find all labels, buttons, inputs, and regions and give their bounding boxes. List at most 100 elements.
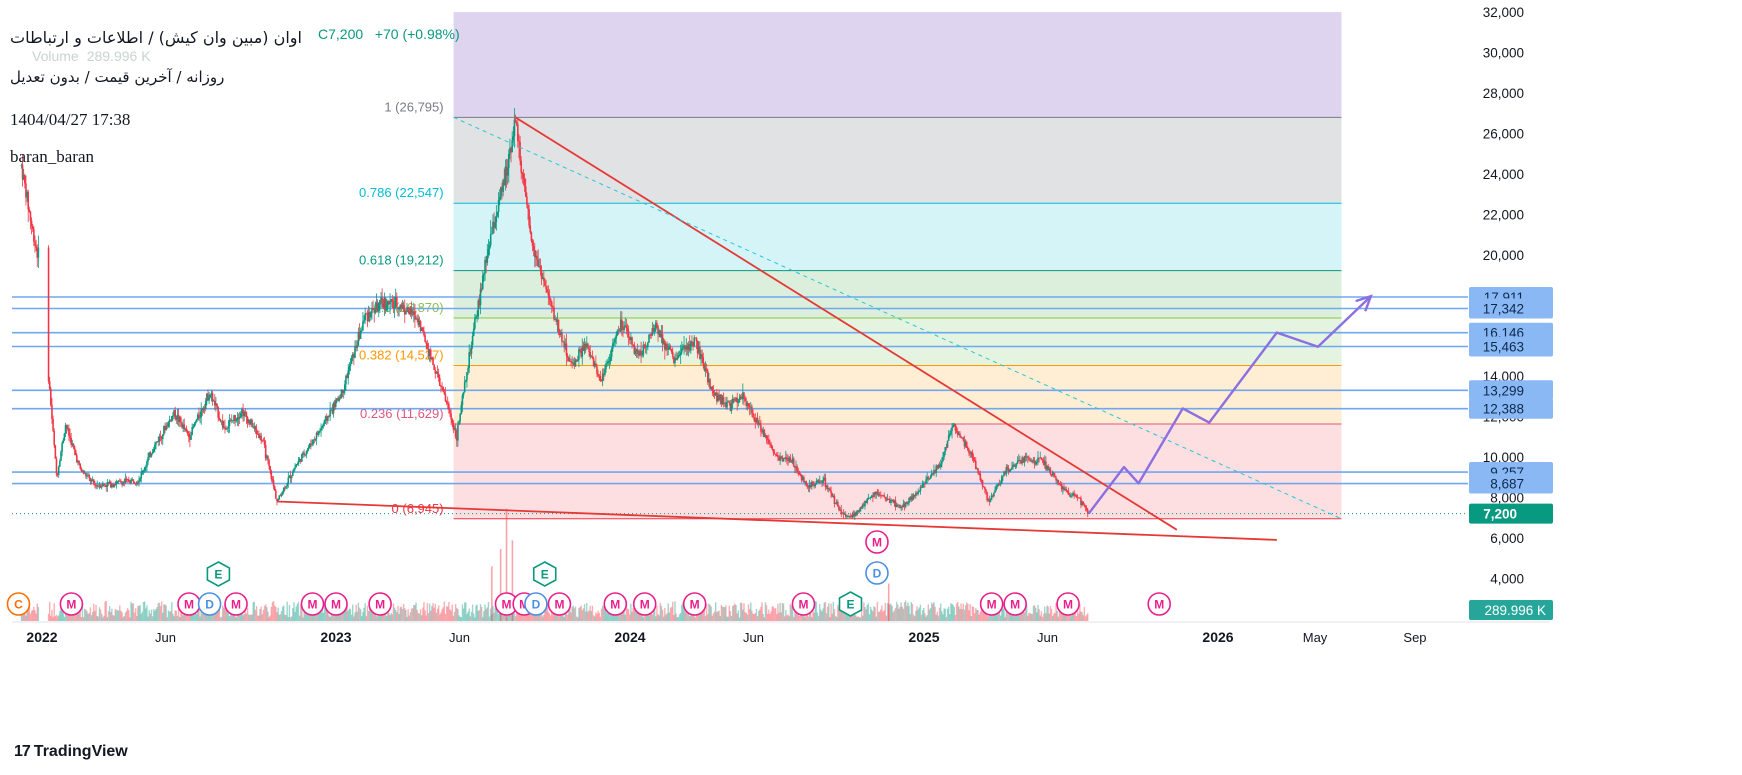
candle-body <box>21 164 24 180</box>
candle-body <box>1077 497 1080 499</box>
event-marker-d[interactable]: D <box>197 592 222 616</box>
candle-body <box>225 428 227 430</box>
event-marker-m[interactable]: M <box>979 592 1004 616</box>
fibonacci-retracement[interactable]: 0 (6,945)0.236 (11,629)0.382 (14,527)0.5… <box>359 12 1342 520</box>
volume-bar <box>234 613 236 621</box>
candle-body <box>972 457 975 460</box>
volume-bar <box>488 616 491 621</box>
candle-body <box>1007 468 1010 472</box>
event-marker-m[interactable]: M <box>547 592 572 616</box>
axes: 2022 Jun 2023 Jun 2024 Jun 2025 Jun 2026 May Sep4,… <box>12 5 1553 645</box>
event-marker-m[interactable]: M <box>59 592 84 616</box>
candle-body <box>264 444 267 459</box>
event-marker-m[interactable]: M <box>300 592 325 616</box>
volume-bar <box>695 612 698 621</box>
event-marker-m[interactable]: M <box>791 592 816 616</box>
dashed-trend-line[interactable] <box>453 116 1342 520</box>
candle-body <box>316 432 319 435</box>
horizontal-levels[interactable] <box>12 296 1468 515</box>
volume-bar <box>578 608 580 621</box>
candle-body <box>889 499 891 503</box>
candle-body <box>627 331 630 337</box>
event-marker-m[interactable]: M <box>1003 592 1027 616</box>
volume-bar <box>200 611 202 621</box>
event-marker-e[interactable]: E <box>206 561 231 587</box>
candle-body <box>226 428 229 430</box>
volume-bar <box>901 606 903 621</box>
candle-body <box>626 328 629 332</box>
volume-bar <box>547 611 550 621</box>
event-marker-m[interactable]: M <box>603 592 628 616</box>
event-marker-letter: D <box>873 567 882 581</box>
volume-bar <box>932 604 934 621</box>
candle-body <box>146 461 148 467</box>
event-marker-m[interactable]: M <box>865 530 889 554</box>
candle-body <box>77 461 79 463</box>
volume-bar <box>1036 612 1038 621</box>
volume-bar <box>106 617 109 621</box>
event-marker-m[interactable]: M <box>224 592 248 616</box>
event-marker-e[interactable]: E <box>838 591 863 617</box>
candle-body <box>294 467 296 469</box>
event-marker-m[interactable]: M <box>1056 592 1080 616</box>
candle-body <box>73 446 76 451</box>
candle-body <box>887 498 890 500</box>
candle-body <box>729 402 732 411</box>
drawings[interactable] <box>277 116 1373 541</box>
volume-bar <box>162 612 164 621</box>
candle-body <box>163 426 165 435</box>
candle-body <box>985 489 987 493</box>
volume-bar <box>1027 615 1029 621</box>
candle-body <box>160 436 163 440</box>
volume-bar <box>137 606 139 621</box>
event-marker-m[interactable]: M <box>632 592 657 616</box>
event-marker-c[interactable]: C <box>6 592 31 616</box>
candle-body <box>565 343 568 356</box>
volume-bar <box>98 607 101 621</box>
volume-bar <box>819 604 821 621</box>
candle-body <box>498 196 501 200</box>
event-marker-d[interactable]: D <box>865 561 889 585</box>
event-marker-e[interactable]: E <box>532 561 557 587</box>
event-marker-m[interactable]: M <box>177 592 201 616</box>
projection-path[interactable] <box>1087 295 1372 515</box>
candle-body <box>444 393 447 402</box>
event-marker-m[interactable]: M <box>682 592 707 616</box>
candle-body <box>518 140 520 142</box>
volume-bar <box>745 612 747 621</box>
candle-body <box>716 392 718 402</box>
volume-bar <box>73 614 76 621</box>
candle-body <box>54 445 57 459</box>
event-markers[interactable]: CMMDMMMMMMDMMMMMEMMMMEEMD <box>6 530 1171 617</box>
volume-bar <box>182 615 184 621</box>
candle-body <box>318 431 320 435</box>
candle-body <box>371 308 373 314</box>
candle-body <box>765 435 768 440</box>
volume-bar <box>29 613 32 621</box>
event-marker-d[interactable]: D <box>524 592 548 616</box>
trend-line[interactable] <box>277 500 1277 541</box>
volume-bar <box>430 610 432 621</box>
event-marker-m[interactable]: M <box>324 592 348 616</box>
trend-line[interactable] <box>514 116 1178 531</box>
candle-body <box>1067 491 1070 495</box>
event-marker-m[interactable]: M <box>368 592 392 616</box>
current-price-tag-label: 7,200 <box>1483 507 1517 522</box>
event-marker-shape <box>865 530 889 554</box>
candle-body <box>267 455 269 460</box>
candle-body <box>381 297 383 304</box>
volume-bar <box>633 605 635 621</box>
volume-bar <box>207 613 209 621</box>
candle-body <box>126 479 129 480</box>
volume-bar <box>971 606 974 621</box>
volume-bar <box>1028 613 1030 621</box>
event-marker-m[interactable]: M <box>1147 592 1171 616</box>
volume-bar <box>981 607 984 621</box>
candle-body <box>769 443 771 445</box>
candle-body <box>320 427 322 431</box>
volume-bar <box>318 613 320 621</box>
candle-body <box>70 437 72 445</box>
tradingview-logo[interactable]: 17 TradingView <box>14 743 128 761</box>
candle-body <box>229 419 232 421</box>
